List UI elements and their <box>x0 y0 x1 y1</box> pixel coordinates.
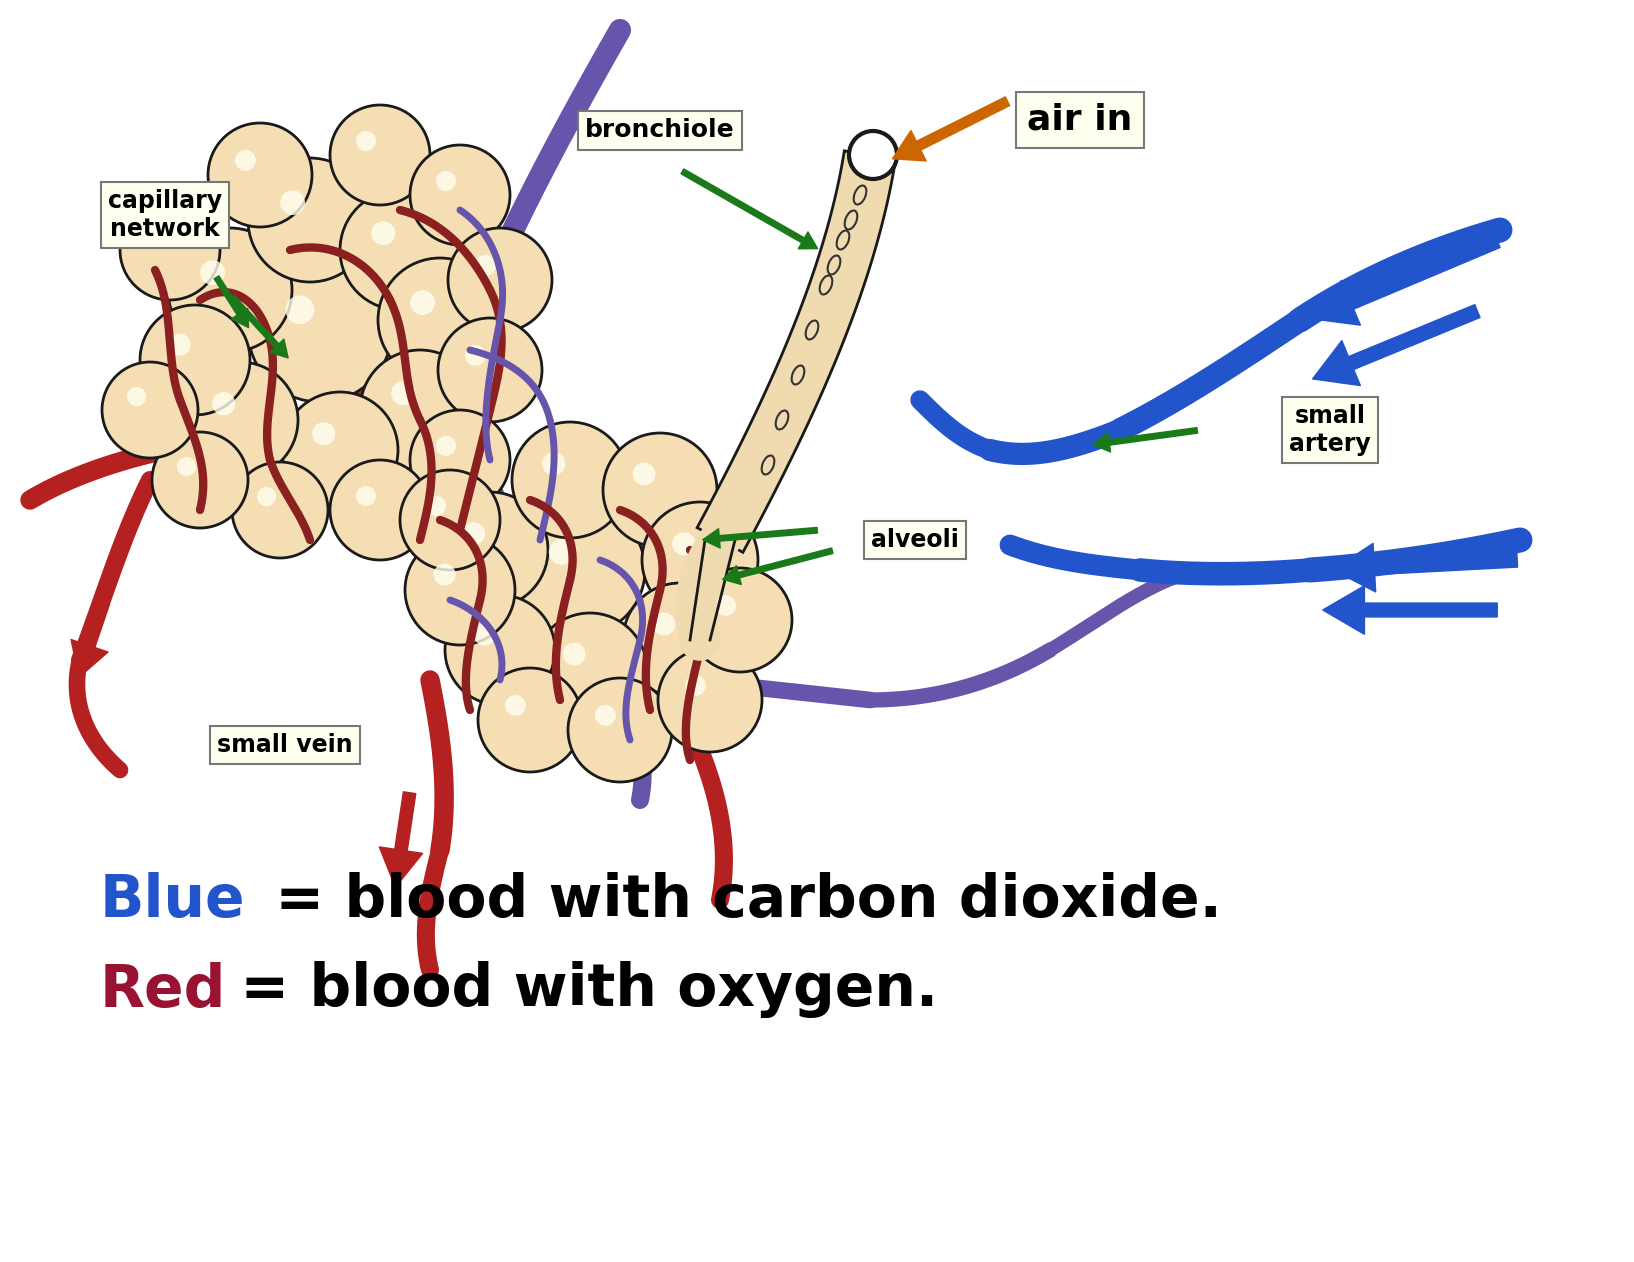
FancyArrowPatch shape <box>1333 544 1518 592</box>
Circle shape <box>410 410 510 510</box>
Circle shape <box>248 158 373 281</box>
Circle shape <box>716 596 735 616</box>
Circle shape <box>672 533 696 555</box>
Circle shape <box>562 642 585 665</box>
Circle shape <box>330 105 430 204</box>
Circle shape <box>176 457 196 476</box>
Circle shape <box>623 583 737 697</box>
FancyArrowPatch shape <box>1093 428 1198 452</box>
Circle shape <box>181 362 297 478</box>
Circle shape <box>145 226 167 246</box>
Circle shape <box>212 392 235 415</box>
Circle shape <box>248 257 392 403</box>
Circle shape <box>505 695 526 716</box>
Circle shape <box>119 199 221 300</box>
Circle shape <box>101 362 198 458</box>
Polygon shape <box>698 151 895 553</box>
Circle shape <box>659 647 761 752</box>
Circle shape <box>281 191 306 215</box>
Circle shape <box>208 122 312 227</box>
Circle shape <box>642 502 758 618</box>
Circle shape <box>685 675 706 695</box>
Circle shape <box>595 705 616 726</box>
Text: Red: Red <box>100 962 227 1018</box>
FancyArrowPatch shape <box>703 528 817 548</box>
Circle shape <box>511 422 627 538</box>
Circle shape <box>433 564 456 586</box>
Circle shape <box>850 131 897 179</box>
Circle shape <box>474 623 495 646</box>
Circle shape <box>466 345 485 366</box>
Circle shape <box>462 522 485 545</box>
Circle shape <box>232 462 328 558</box>
Circle shape <box>542 452 565 476</box>
Circle shape <box>632 463 655 486</box>
Text: air in: air in <box>1028 103 1132 138</box>
Circle shape <box>312 423 335 445</box>
Circle shape <box>168 228 292 352</box>
Text: = blood with oxygen.: = blood with oxygen. <box>221 962 938 1018</box>
Circle shape <box>201 260 225 285</box>
Circle shape <box>340 191 461 310</box>
Circle shape <box>515 505 645 635</box>
Circle shape <box>549 539 575 565</box>
Circle shape <box>127 387 145 406</box>
Circle shape <box>356 131 376 151</box>
Circle shape <box>400 469 500 570</box>
Circle shape <box>391 381 415 405</box>
Circle shape <box>410 145 510 245</box>
Circle shape <box>330 461 430 560</box>
Circle shape <box>235 150 257 170</box>
Circle shape <box>359 350 480 469</box>
FancyArrowPatch shape <box>892 97 1010 162</box>
Text: alveoli: alveoli <box>871 528 959 551</box>
Circle shape <box>479 668 582 772</box>
Circle shape <box>371 221 395 245</box>
Circle shape <box>152 432 248 528</box>
Circle shape <box>405 535 515 645</box>
Circle shape <box>410 290 435 316</box>
Circle shape <box>141 305 250 415</box>
Text: small vein: small vein <box>217 733 353 757</box>
Circle shape <box>436 170 456 191</box>
FancyArrowPatch shape <box>1312 304 1480 386</box>
Circle shape <box>444 594 556 705</box>
Text: Blue: Blue <box>100 872 245 929</box>
FancyArrowPatch shape <box>681 169 817 249</box>
Circle shape <box>533 613 647 727</box>
Circle shape <box>603 433 717 546</box>
FancyArrowPatch shape <box>230 295 288 358</box>
Circle shape <box>426 496 446 516</box>
Circle shape <box>257 487 276 506</box>
Text: capillary
network: capillary network <box>108 189 222 241</box>
Circle shape <box>652 612 675 636</box>
Text: = blood with carbon dioxide.: = blood with carbon dioxide. <box>255 872 1222 929</box>
FancyArrowPatch shape <box>722 548 833 584</box>
Circle shape <box>475 255 495 276</box>
Text: bronchiole: bronchiole <box>585 119 735 143</box>
Circle shape <box>436 435 456 456</box>
Circle shape <box>438 318 542 422</box>
Circle shape <box>569 678 672 782</box>
Circle shape <box>283 392 399 509</box>
Circle shape <box>431 492 547 608</box>
FancyArrowPatch shape <box>1312 235 1500 326</box>
FancyArrowPatch shape <box>72 601 109 678</box>
Circle shape <box>377 257 502 382</box>
Circle shape <box>286 295 314 324</box>
Text: small
artery: small artery <box>1289 404 1371 456</box>
Circle shape <box>688 568 792 671</box>
FancyArrowPatch shape <box>1324 586 1497 635</box>
Circle shape <box>356 486 376 506</box>
Circle shape <box>168 333 191 356</box>
FancyArrowPatch shape <box>214 276 248 328</box>
FancyArrowPatch shape <box>379 791 423 887</box>
Circle shape <box>448 228 552 332</box>
